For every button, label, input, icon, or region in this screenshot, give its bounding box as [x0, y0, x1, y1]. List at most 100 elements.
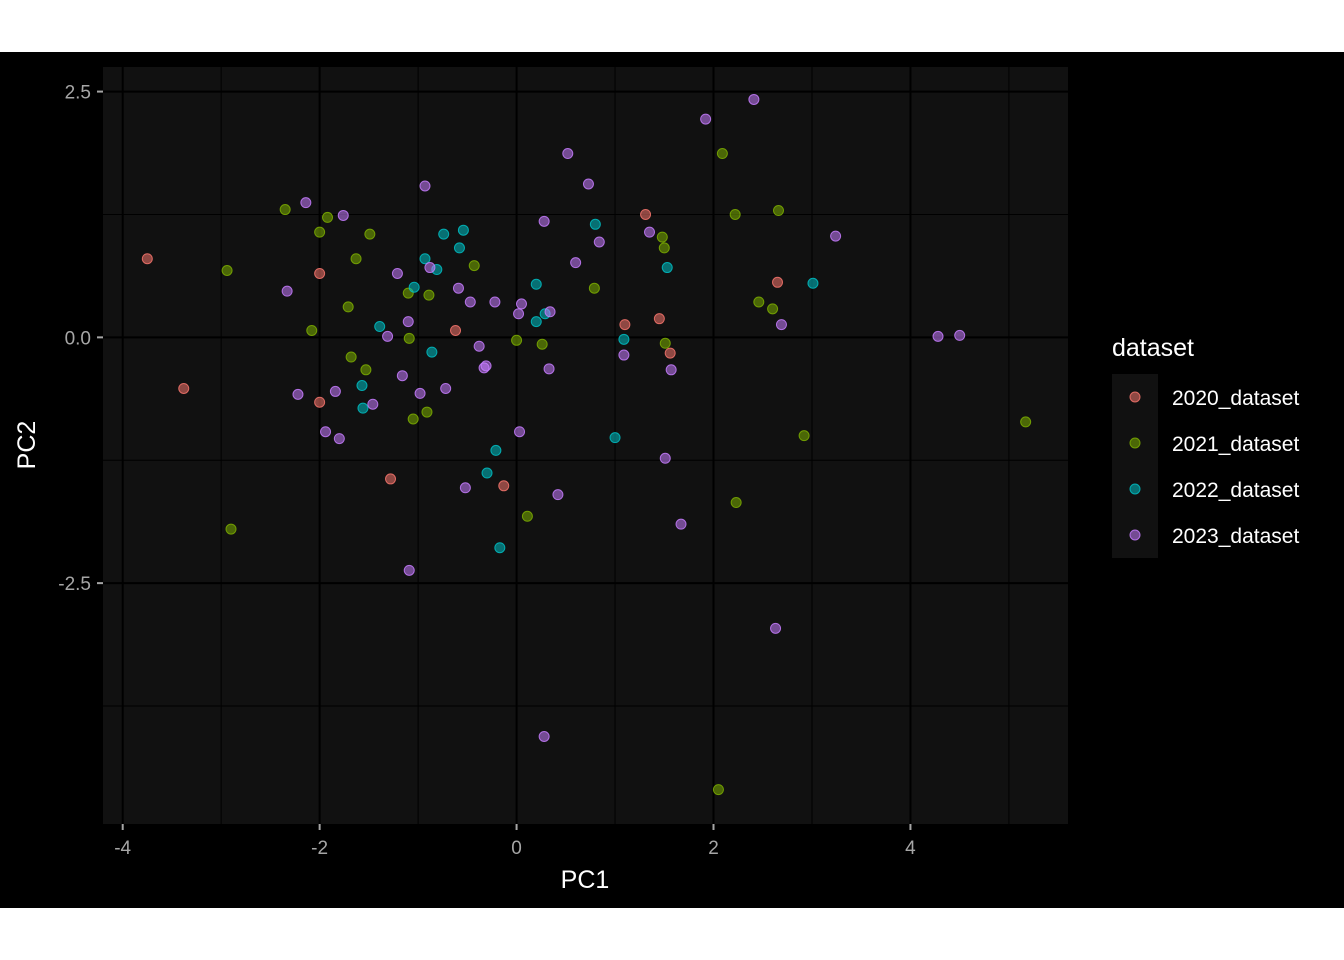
- data-point-2022_dataset: [609, 432, 621, 444]
- data-point-2021_dataset: [536, 338, 548, 350]
- data-point-2020_dataset: [450, 324, 462, 336]
- data-point-2023_dataset: [675, 518, 687, 530]
- data-point-2022_dataset: [426, 346, 438, 358]
- data-point-2022_dataset: [530, 316, 542, 328]
- data-point-2023_dataset: [775, 319, 787, 331]
- data-point-2021_dataset: [588, 282, 600, 294]
- legend-key-2022_dataset: [1129, 483, 1141, 495]
- legend-label-2020_dataset: 2020_dataset: [1172, 387, 1299, 410]
- y-tick-label: -2.5: [58, 574, 91, 595]
- data-point-2023_dataset: [459, 482, 471, 494]
- data-point-2022_dataset: [490, 444, 502, 456]
- data-point-2023_dataset: [391, 267, 403, 279]
- data-point-2021_dataset: [342, 301, 354, 313]
- data-point-2023_dataset: [440, 382, 452, 394]
- data-point-2021_dataset: [468, 260, 480, 272]
- data-point-2022_dataset: [481, 467, 493, 479]
- data-point-2020_dataset: [640, 208, 652, 220]
- data-point-2023_dataset: [403, 564, 415, 576]
- data-point-2021_dataset: [364, 228, 376, 240]
- y-axis-title: PC2: [13, 421, 41, 470]
- data-point-2023_dataset: [665, 364, 677, 376]
- data-point-2021_dataset: [656, 231, 668, 243]
- data-point-2023_dataset: [473, 340, 485, 352]
- data-point-2021_dataset: [753, 296, 765, 308]
- data-point-2023_dataset: [544, 306, 556, 318]
- data-point-2023_dataset: [281, 285, 293, 297]
- data-point-2022_dataset: [438, 228, 450, 240]
- data-point-2023_dataset: [570, 257, 582, 269]
- data-point-2021_dataset: [423, 289, 435, 301]
- data-point-2023_dataset: [552, 489, 564, 501]
- data-point-2021_dataset: [767, 303, 779, 315]
- data-point-2023_dataset: [538, 731, 550, 743]
- data-point-2021_dataset: [659, 337, 671, 349]
- x-tick-label: 4: [905, 838, 916, 859]
- data-point-2020_dataset: [619, 319, 631, 331]
- data-point-2021_dataset: [712, 784, 724, 796]
- data-point-2023_dataset: [402, 316, 414, 328]
- data-point-2023_dataset: [770, 622, 782, 634]
- data-point-2021_dataset: [345, 351, 357, 363]
- legend-label-2022_dataset: 2022_dataset: [1172, 479, 1299, 502]
- data-point-2022_dataset: [457, 224, 469, 236]
- axis-tick-labels: -4 -2 0 2 4 2.5 0.0 -2.5: [58, 83, 916, 859]
- data-point-2020_dataset: [498, 480, 510, 492]
- data-points: [141, 93, 1032, 796]
- data-point-2022_dataset: [356, 380, 368, 392]
- legend-label-2021_dataset: 2021_dataset: [1172, 433, 1299, 456]
- data-point-2021_dataset: [511, 334, 523, 346]
- legend-title: dataset: [1112, 334, 1194, 362]
- data-point-2021_dataset: [730, 497, 742, 509]
- data-point-2021_dataset: [521, 510, 533, 522]
- data-point-2023_dataset: [489, 296, 501, 308]
- data-point-2021_dataset: [221, 265, 233, 277]
- data-point-2022_dataset: [494, 542, 506, 554]
- legend-key-2021_dataset: [1129, 437, 1141, 449]
- data-point-2022_dataset: [807, 277, 819, 289]
- data-point-2022_dataset: [453, 242, 465, 254]
- data-point-2021_dataset: [306, 324, 318, 336]
- data-point-2022_dataset: [530, 278, 542, 290]
- axis-ticks: [97, 90, 912, 830]
- data-point-2021_dataset: [729, 208, 741, 220]
- y-tick-label: 2.5: [65, 83, 91, 104]
- data-point-2023_dataset: [333, 433, 345, 445]
- x-axis-title: PC1: [561, 866, 610, 894]
- data-point-2021_dataset: [798, 430, 810, 442]
- data-point-2021_dataset: [360, 364, 372, 376]
- data-point-2021_dataset: [773, 205, 784, 217]
- major-gridlines: [103, 67, 1068, 824]
- data-point-2023_dataset: [367, 398, 379, 410]
- data-point-2020_dataset: [653, 313, 665, 325]
- y-tick-label: 0.0: [65, 328, 91, 349]
- data-point-2022_dataset: [408, 281, 420, 293]
- x-tick-label: 0: [511, 838, 522, 859]
- data-point-2023_dataset: [514, 426, 526, 438]
- data-point-2020_dataset: [314, 267, 326, 279]
- data-point-2021_dataset: [716, 148, 728, 160]
- data-point-2023_dataset: [329, 385, 341, 397]
- data-point-2020_dataset: [664, 347, 676, 359]
- data-point-2023_dataset: [424, 262, 436, 274]
- data-point-2022_dataset: [374, 321, 386, 333]
- data-point-2023_dataset: [932, 330, 944, 342]
- data-point-2021_dataset: [407, 413, 419, 425]
- legend: dataset 2020_dataset 2021_dataset 2022_dat…: [1112, 334, 1299, 558]
- x-tick-label: -2: [311, 838, 328, 859]
- data-point-2023_dataset: [292, 388, 304, 400]
- data-point-2023_dataset: [480, 360, 492, 372]
- data-point-2023_dataset: [414, 387, 426, 399]
- data-point-2023_dataset: [382, 330, 394, 342]
- data-point-2023_dataset: [337, 209, 349, 221]
- legend-key-background: [1112, 374, 1158, 558]
- data-point-2023_dataset: [700, 113, 712, 125]
- data-point-2023_dataset: [538, 215, 550, 227]
- data-point-2023_dataset: [320, 426, 332, 438]
- data-point-2020_dataset: [314, 396, 326, 408]
- data-point-2021_dataset: [658, 242, 670, 254]
- data-point-2023_dataset: [618, 349, 630, 361]
- data-point-2022_dataset: [618, 333, 630, 345]
- data-point-2023_dataset: [582, 178, 594, 190]
